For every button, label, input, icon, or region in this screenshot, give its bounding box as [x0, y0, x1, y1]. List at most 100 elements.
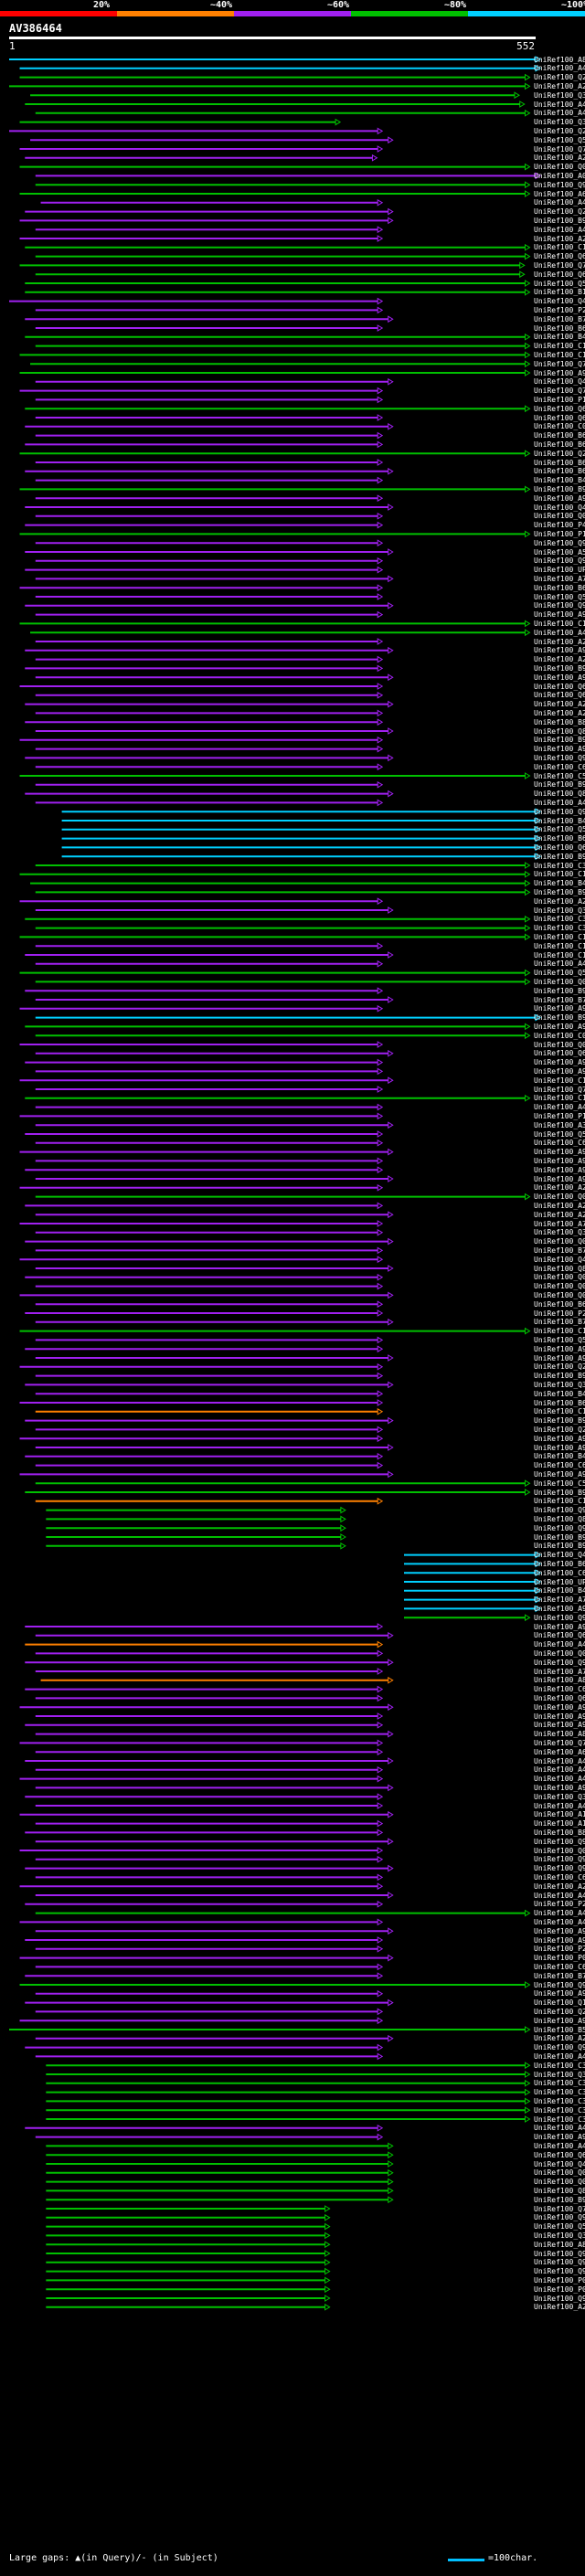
- hit-link[interactable]: UniRef100_B9S836: [534, 1416, 585, 1426]
- hit-link[interactable]: UniRef100_Q9SMD0: [534, 2267, 585, 2276]
- hit-link[interactable]: UniRef100_P41039: [534, 521, 585, 530]
- hit-link[interactable]: UniRef100_A9TDN4: [534, 1712, 585, 1721]
- hit-link[interactable]: UniRef100_A4QPJ8: [534, 798, 585, 807]
- hit-link[interactable]: UniRef100_C1MUN8: [534, 1094, 585, 1103]
- hit-link[interactable]: UniRef100_A7NTV5: [534, 1667, 585, 1676]
- hit-link[interactable]: UniRef100_Q4G252: [534, 297, 585, 306]
- hit-link[interactable]: UniRef100_A2SY13: [534, 655, 585, 664]
- hit-link[interactable]: UniRef100_Q5KVA1: [534, 135, 585, 144]
- hit-link[interactable]: UniRef100_C3SVT1: [534, 2096, 585, 2105]
- hit-link[interactable]: UniRef100_A9PGU8: [534, 745, 585, 754]
- hit-link[interactable]: UniRef100_A2SY16: [534, 2034, 585, 2043]
- hit-link[interactable]: UniRef100_A7P5Z0: [534, 1219, 585, 1228]
- hit-link[interactable]: UniRef100_A2YX15: [534, 81, 585, 90]
- hit-link[interactable]: UniRef100_Q7XMS6: [534, 260, 585, 270]
- hit-link[interactable]: UniRef100_Q32383: [534, 1380, 585, 1389]
- hit-link[interactable]: UniRef100_A4QPK9: [534, 64, 585, 73]
- hit-link[interactable]: UniRef100_A9NRI1: [534, 1344, 585, 1353]
- hit-link[interactable]: UniRef100_B9SZP7: [534, 736, 585, 745]
- hit-link[interactable]: UniRef100_Q5Z411: [534, 1335, 585, 1344]
- hit-link[interactable]: UniRef100_Q6IL38: [534, 413, 585, 422]
- hit-link[interactable]: UniRef100_A9TJ00: [534, 1066, 585, 1076]
- hit-link[interactable]: UniRef100_C6TL11: [534, 1962, 585, 1971]
- hit-link[interactable]: UniRef100_B8LJ59: [534, 717, 585, 726]
- hit-link[interactable]: UniRef100_C0P9F5: [534, 1031, 585, 1040]
- hit-link[interactable]: UniRef100_Q9FF88: [534, 1658, 585, 1667]
- hit-link[interactable]: UniRef100_Q9SQB2: [534, 1613, 585, 1622]
- hit-link[interactable]: UniRef100_Q5VLK3: [534, 1129, 585, 1139]
- hit-link[interactable]: UniRef100_A9P1V4: [534, 610, 585, 620]
- hit-link[interactable]: UniRef100_A4QPH8: [534, 1801, 585, 1810]
- hit-link[interactable]: UniRef100_A9NPC1: [534, 2016, 585, 2025]
- hit-link[interactable]: UniRef100_Q9SDM1: [534, 807, 585, 816]
- hit-link[interactable]: UniRef100_A9HPF3: [534, 2133, 585, 2142]
- hit-link[interactable]: UniRef100_C3SYH7: [534, 915, 585, 924]
- hit-link[interactable]: UniRef100_Q6Z76L: [534, 404, 585, 413]
- hit-link[interactable]: UniRef100_A9TXY0: [534, 1702, 585, 1712]
- hit-link[interactable]: UniRef100_C1FD94: [534, 870, 585, 879]
- hit-link[interactable]: UniRef100_A9RU00: [534, 1622, 585, 1631]
- hit-link[interactable]: UniRef100_Q52HQ8: [534, 825, 585, 834]
- hit-link[interactable]: UniRef100_Q5SBN9: [534, 969, 585, 978]
- hit-link[interactable]: UniRef100_A4QPN3: [534, 2051, 585, 2061]
- hit-link[interactable]: UniRef100_Q93QB6: [534, 2043, 585, 2052]
- hit-link[interactable]: UniRef100_C6T858: [534, 1872, 585, 1882]
- hit-link[interactable]: UniRef100_Q6VP91: [534, 1693, 585, 1702]
- hit-link[interactable]: UniRef100_A9NN10: [534, 1004, 585, 1013]
- hit-link[interactable]: UniRef100_Q0V287: [534, 2168, 585, 2178]
- hit-link[interactable]: UniRef100_C1FDB4: [534, 1327, 585, 1336]
- hit-link[interactable]: UniRef100_B6B7R8: [534, 1299, 585, 1309]
- hit-link[interactable]: UniRef100_Q39631: [534, 2231, 585, 2240]
- hit-link[interactable]: UniRef100_A5AE70: [534, 547, 585, 557]
- hit-link[interactable]: UniRef100_B6SZN3: [534, 834, 585, 843]
- hit-link[interactable]: UniRef100_Q0V2K5: [534, 2178, 585, 2187]
- hit-link[interactable]: UniRef100_Q94FI1: [534, 1523, 585, 1532]
- hit-link[interactable]: UniRef100_B9MLR2: [534, 852, 585, 861]
- hit-link[interactable]: UniRef100_A2SY17: [534, 1882, 585, 1891]
- hit-link[interactable]: UniRef100_C3SRU3: [534, 861, 585, 870]
- hit-link[interactable]: UniRef100_A2Y541: [534, 154, 585, 163]
- hit-link[interactable]: UniRef100_P04778: [534, 2275, 585, 2284]
- hit-link[interactable]: UniRef100_P13869: [534, 395, 585, 404]
- hit-link[interactable]: UniRef100_B1PDK1: [534, 288, 585, 297]
- hit-link[interactable]: UniRef100_Q0J3V7: [534, 1237, 585, 1246]
- hit-link[interactable]: UniRef100_B9R7C8: [534, 1372, 585, 1381]
- hit-link[interactable]: UniRef100_C3SVV0: [534, 2061, 585, 2070]
- hit-link[interactable]: UniRef100_Q9ATZ0: [534, 2249, 585, 2258]
- hit-link[interactable]: UniRef100_Q32904: [534, 1228, 585, 1237]
- hit-link[interactable]: UniRef100_A8JFI0: [534, 1730, 585, 1739]
- hit-link[interactable]: UniRef100_Q2QU36: [534, 126, 585, 135]
- hit-link[interactable]: UniRef100_Q9LMB1: [534, 1506, 585, 1515]
- hit-link[interactable]: UniRef100_Q9SQL2: [534, 538, 585, 547]
- hit-link[interactable]: UniRef100_A9NPC6: [534, 1989, 585, 1998]
- hit-link[interactable]: UniRef100_A4QP10: [534, 1765, 585, 1775]
- hit-link[interactable]: UniRef100_B7FJY9: [534, 314, 585, 323]
- hit-link[interactable]: UniRef100_C3SVR9: [534, 2115, 585, 2124]
- hit-link[interactable]: UniRef100_A2S494: [534, 2303, 585, 2312]
- hit-link[interactable]: UniRef100_A9TJ08: [534, 1058, 585, 1067]
- hit-link[interactable]: UniRef100_Q79V20: [534, 1085, 585, 1094]
- hit-link[interactable]: UniRef100_Q8RVI8: [534, 790, 585, 799]
- hit-link[interactable]: UniRef100_A4QPE6: [534, 1917, 585, 1926]
- hit-link[interactable]: UniRef100_Q39725: [534, 1792, 585, 1801]
- hit-link[interactable]: UniRef100_Q8YG96: [534, 726, 585, 736]
- hit-link[interactable]: UniRef100_A9NPE4: [534, 1926, 585, 1935]
- hit-link[interactable]: UniRef100_C6T7T7: [534, 1568, 585, 1577]
- hit-link[interactable]: UniRef100_A2SY37: [534, 1201, 585, 1210]
- hit-link[interactable]: UniRef100_Q9M3Z0: [534, 601, 585, 610]
- hit-link[interactable]: UniRef100_Q7XYI1: [534, 2204, 585, 2213]
- hit-link[interactable]: UniRef100_B4FVT3: [534, 476, 585, 485]
- hit-link[interactable]: UniRef100_Q9AXF6: [534, 2258, 585, 2267]
- hit-link[interactable]: UniRef100_C1EF74: [534, 1407, 585, 1416]
- hit-link[interactable]: UniRef100_C1MK08: [534, 950, 585, 959]
- hit-link[interactable]: UniRef100_Q43381: [534, 1255, 585, 1264]
- hit-link[interactable]: UniRef100_A3BZB4: [534, 1120, 585, 1129]
- hit-link[interactable]: UniRef100_Q4G4B1: [534, 503, 585, 512]
- hit-link[interactable]: UniRef100_Q9SF85: [534, 1864, 585, 1873]
- hit-link[interactable]: UniRef100_B9MVQ2: [534, 1542, 585, 1551]
- hit-link[interactable]: UniRef100_A4QPN7: [534, 1103, 585, 1112]
- hit-link[interactable]: UniRef100_C0PS08: [534, 422, 585, 431]
- hit-link[interactable]: UniRef100_A2SY18: [534, 234, 585, 243]
- hit-link[interactable]: UniRef100_Q9CQQ4: [534, 2294, 585, 2303]
- hit-link[interactable]: UniRef100_UPI000...: [534, 1577, 585, 1586]
